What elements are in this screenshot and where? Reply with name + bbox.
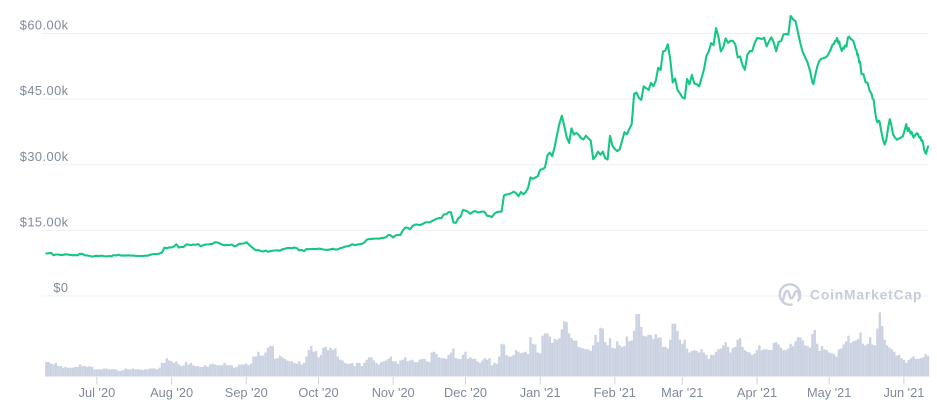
- svg-text:Oct '20: Oct '20: [298, 385, 338, 400]
- svg-text:$0: $0: [53, 280, 68, 295]
- svg-text:Jul '20: Jul '20: [79, 385, 116, 400]
- svg-text:Jan '21: Jan '21: [520, 385, 561, 400]
- svg-text:$60.00k: $60.00k: [20, 18, 69, 33]
- svg-text:Sep '20: Sep '20: [225, 385, 268, 400]
- svg-text:$45.00k: $45.00k: [20, 83, 69, 98]
- svg-text:Aug '20: Aug '20: [150, 385, 193, 400]
- svg-text:Apr '21: Apr '21: [737, 385, 777, 400]
- svg-text:CoinMarketCap: CoinMarketCap: [810, 288, 922, 303]
- svg-text:$15.00k: $15.00k: [20, 215, 69, 230]
- svg-text:May '21: May '21: [807, 385, 851, 400]
- svg-text:Feb '21: Feb '21: [594, 385, 636, 400]
- svg-text:Dec '20: Dec '20: [444, 385, 487, 400]
- svg-text:Nov '20: Nov '20: [372, 385, 415, 400]
- svg-text:Mar '21: Mar '21: [661, 385, 703, 400]
- svg-text:$30.00k: $30.00k: [20, 149, 69, 164]
- svg-text:Jun '21: Jun '21: [883, 385, 924, 400]
